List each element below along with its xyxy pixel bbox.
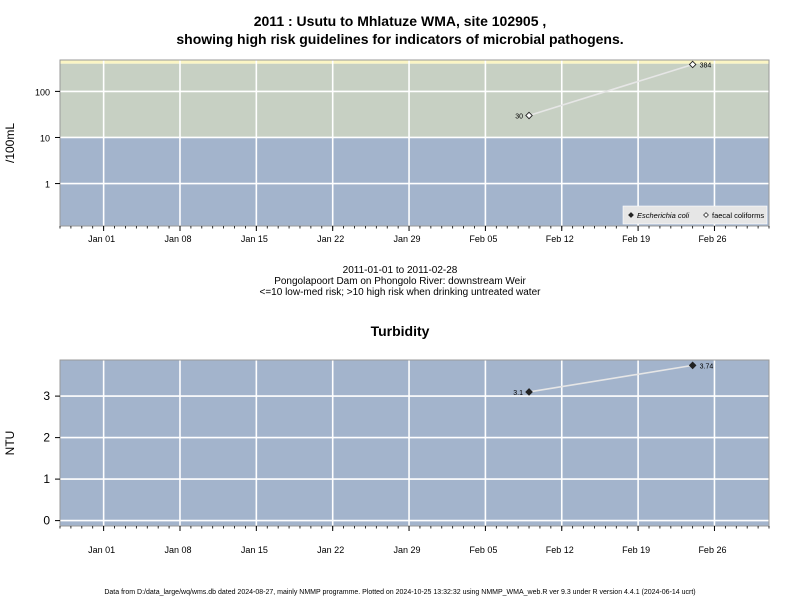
site-name: Pongolapoort Dam on Phongolo River: down… <box>274 276 526 287</box>
chart-title-line1: 2011 : Usutu to Mhlatuze WMA, site 10290… <box>253 13 547 29</box>
y-tick-label: 1 <box>45 180 50 190</box>
data-point <box>688 60 697 69</box>
footer-note: Data from D:/data_large/wq/wms.db dated … <box>104 589 696 596</box>
y-axis-label: NTU <box>3 431 17 456</box>
y-tick-label: 3 <box>43 389 50 403</box>
microbial-chart: 1 10 100/100mL Jan 01 Jan 08 Jan 15 Jan 22 Jan … <box>3 59 770 244</box>
x-tick-label: Feb 26 <box>698 234 726 244</box>
x-tick-label: Jan 15 <box>241 545 268 555</box>
x-tick-label: Feb 12 <box>546 545 574 555</box>
risk-band-0 <box>60 360 769 526</box>
x-tick-label: Jan 08 <box>164 234 191 244</box>
y-axis-label: /100mL <box>3 123 17 163</box>
plot-frame <box>59 59 770 227</box>
x-tick-label: Jan 22 <box>317 234 344 244</box>
plot-frame <box>59 359 770 527</box>
y-tick-label: 0 <box>43 514 50 528</box>
x-tick-label: Jan 29 <box>394 545 421 555</box>
data-point <box>688 361 697 370</box>
data-label: 384 <box>700 62 712 69</box>
x-tick-label: Feb 12 <box>546 234 574 244</box>
risk-band-1 <box>60 63 769 138</box>
x-tick-label: Feb 19 <box>622 545 650 555</box>
x-tick-label: Feb 19 <box>622 234 650 244</box>
risk-band-2 <box>60 60 769 64</box>
chart-title-line2: showing high risk guidelines for indicat… <box>176 31 624 47</box>
series-line <box>528 63 693 117</box>
x-tick-label: Jan 29 <box>394 234 421 244</box>
turbidity-title: Turbidity <box>370 323 430 339</box>
y-tick-label: 1 <box>43 472 50 486</box>
legend-box <box>622 205 768 225</box>
y-tick-label: 2 <box>43 431 50 445</box>
legend-label: Escherichia coli <box>637 211 689 220</box>
data-label: 30 <box>515 113 523 120</box>
data-label: 3.74 <box>700 363 714 370</box>
date-range: 2011-01-01 to 2011-02-28 <box>342 265 458 276</box>
data-point <box>525 388 533 396</box>
legend-marker <box>703 212 709 218</box>
x-tick-label: Jan 22 <box>317 545 344 555</box>
series-line <box>528 364 693 393</box>
y-tick-label: 100 <box>35 87 50 97</box>
data-point <box>525 111 533 120</box>
x-tick-label: Feb 26 <box>698 545 726 555</box>
x-tick-label: Jan 01 <box>88 234 115 244</box>
legend-marker <box>628 212 634 218</box>
x-tick-label: Jan 01 <box>88 545 115 555</box>
risk-note: <=10 low-med risk; >10 high risk when dr… <box>259 287 541 298</box>
y-tick-label: 10 <box>40 133 50 143</box>
data-label: 3.1 <box>513 390 523 397</box>
x-tick-label: Feb 05 <box>469 545 497 555</box>
x-tick-label: Jan 15 <box>241 234 268 244</box>
x-tick-label: Feb 05 <box>469 234 497 244</box>
x-tick-label: Jan 08 <box>164 545 191 555</box>
legend-label: faecal coliforms <box>712 211 764 220</box>
